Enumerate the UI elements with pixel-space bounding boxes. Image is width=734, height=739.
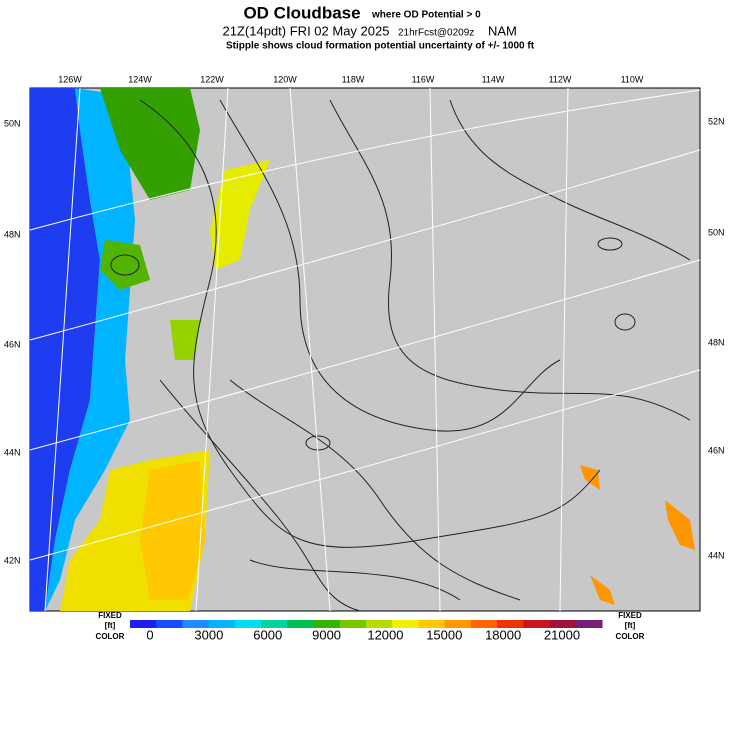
- color-swatch: [497, 620, 524, 628]
- color-swatch: [366, 620, 393, 628]
- green-area: [170, 320, 200, 360]
- green-area: [100, 240, 150, 290]
- longitude-label: 112W: [549, 74, 572, 84]
- title-note: where OD Potential > 0: [371, 10, 481, 21]
- color-swatch: [208, 620, 236, 628]
- color-swatch: [392, 620, 419, 628]
- latitude-label: 46N: [4, 339, 21, 349]
- graticule: [29, 87, 701, 612]
- orange-patch: [665, 500, 695, 550]
- colorbar-side-label: FIXED: [98, 611, 122, 620]
- color-swatch: [130, 620, 157, 628]
- latitude-label: 50N: [4, 118, 21, 128]
- map-labels: 126W 124W 122W 120W 118W 116W 114W 112W 110W 50N 4…: [4, 74, 725, 565]
- colorbar-label: 3000: [194, 627, 223, 642]
- latitude-label: 46N: [708, 445, 725, 455]
- color-swatch: [339, 620, 367, 628]
- color-swatch: [549, 620, 577, 628]
- coastal-band: [45, 88, 135, 611]
- colorbar-side-label: [ft]: [105, 621, 116, 630]
- colorbar-side-label: [ft]: [625, 621, 636, 630]
- color-swatch: [470, 620, 498, 628]
- contours: [110, 99, 691, 612]
- color-swatch: [234, 620, 262, 628]
- longitude-label: 110W: [621, 74, 644, 84]
- colorbar-label: 6000: [253, 627, 282, 642]
- colorbar-label: 12000: [367, 627, 403, 642]
- color-swatch: [287, 620, 315, 628]
- longitude-label: 120W: [273, 74, 297, 84]
- longitude-label: 116W: [412, 74, 435, 84]
- valid-time: 21Z(14pdt) FRI 02 May 2025: [223, 23, 390, 38]
- longitude-label: 124W: [128, 74, 152, 84]
- yellow-area: [210, 160, 270, 270]
- orange-patch: [580, 465, 600, 490]
- longitude-label: 118W: [342, 74, 365, 84]
- color-swatch: [182, 620, 210, 628]
- colorbar-label: 21000: [544, 627, 580, 642]
- color-swatch: [418, 620, 446, 628]
- longitude-label: 122W: [200, 74, 224, 84]
- latitude-label: 48N: [708, 337, 725, 347]
- colorbar-label: 9000: [312, 627, 341, 642]
- colorbar-side-label: FIXED: [618, 611, 642, 620]
- color-swatch: [444, 620, 472, 628]
- latitude-label: 42N: [4, 555, 21, 565]
- longitude-label: 114W: [482, 74, 505, 84]
- color-swatch: [156, 620, 183, 628]
- latitude-label: 52N: [708, 116, 725, 126]
- colorbar-label: 15000: [426, 627, 462, 642]
- ocean: [30, 88, 100, 611]
- subtitle: Stipple shows cloud formation potential …: [226, 41, 535, 52]
- color-swatch: [523, 620, 551, 628]
- colorbar-label: 18000: [485, 627, 521, 642]
- longitude-label: 126W: [58, 74, 82, 84]
- model: NAM: [488, 23, 517, 38]
- latitude-label: 44N: [4, 447, 21, 457]
- color-swatch: [313, 620, 341, 628]
- orange-patch: [590, 575, 615, 605]
- map: [29, 87, 701, 612]
- colorbar-side-label: COLOR: [96, 632, 125, 641]
- color-swatch: [575, 620, 603, 628]
- latitude-label: 44N: [708, 550, 725, 560]
- colorbar-side-label: COLOR: [616, 632, 645, 641]
- latitude-label: 48N: [4, 229, 21, 239]
- colorbar-label: 0: [146, 627, 153, 642]
- title: OD Cloudbase: [243, 3, 360, 22]
- forecast: 21hrFcst@0209z: [398, 28, 474, 39]
- latitude-label: 50N: [708, 227, 725, 237]
- colorbar: 0 3000 6000 9000 12000 15000 18000 21000FIXED[f…: [96, 611, 645, 642]
- orange-area: [140, 460, 205, 600]
- green-area: [100, 88, 200, 200]
- color-swatch: [261, 620, 288, 628]
